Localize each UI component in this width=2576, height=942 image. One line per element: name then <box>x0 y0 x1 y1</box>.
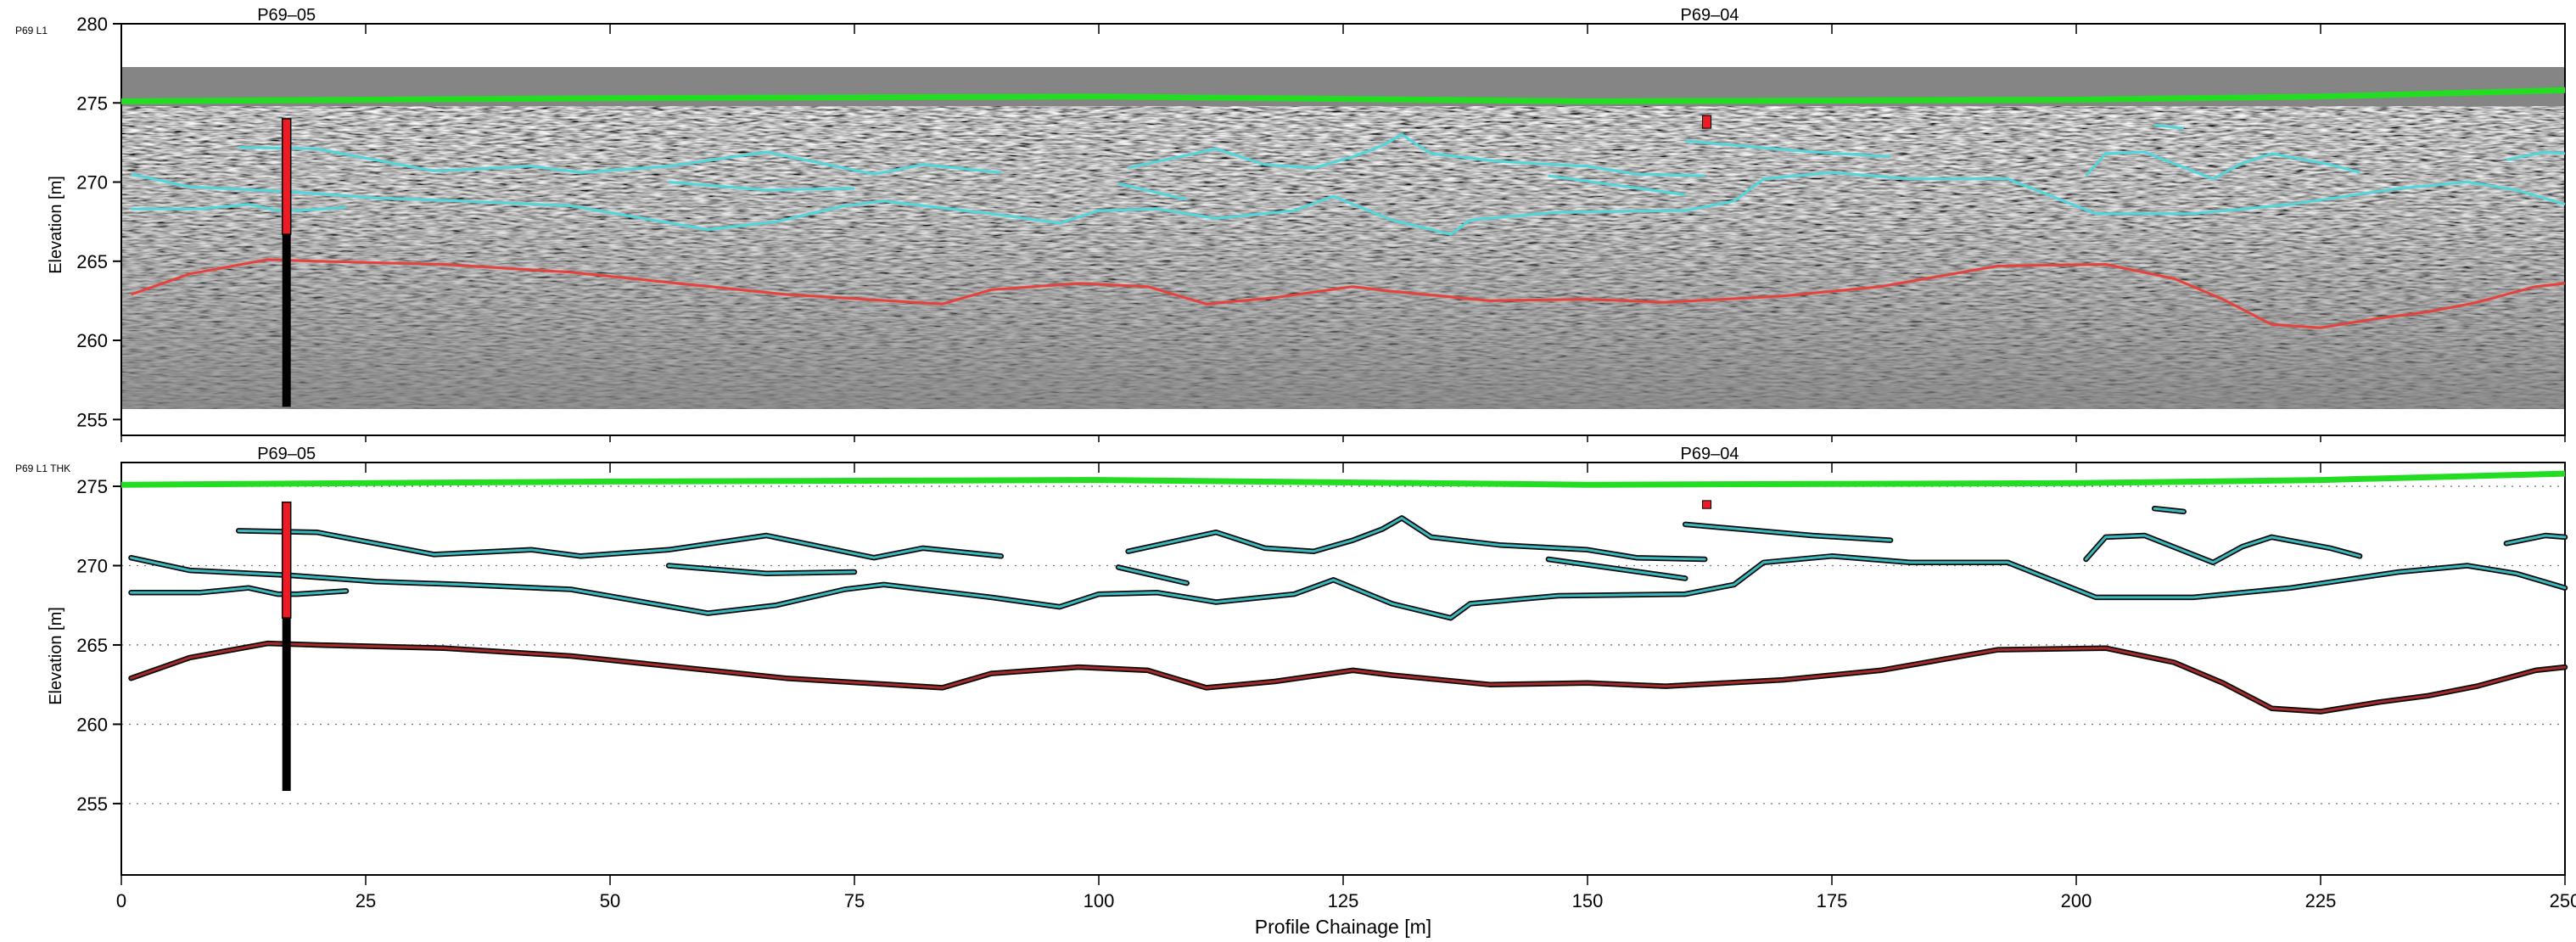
horizon-line <box>1548 174 1686 196</box>
y-tick-label: 270 <box>76 556 108 577</box>
horizon-line <box>237 529 1003 559</box>
y-tick-label: 255 <box>76 793 108 815</box>
borehole-label: P69–04 <box>1681 6 1739 25</box>
horizon-line <box>2506 150 2566 161</box>
x-tick-label: 200 <box>2061 890 2092 911</box>
horizon-line <box>1117 182 1188 201</box>
y-tick-label: 260 <box>76 330 108 351</box>
radargram-fade <box>121 106 2565 409</box>
horizon-line <box>1685 139 1891 159</box>
horizon-line <box>668 181 855 192</box>
horizon-line <box>1683 523 1892 542</box>
borehole-label: P69–05 <box>257 6 316 25</box>
x-tick-label: 50 <box>600 890 620 911</box>
borehole-lower-section <box>282 618 291 791</box>
x-tick-label: 100 <box>1084 890 1115 911</box>
horizon-line <box>131 171 2566 236</box>
x-axis-label: Profile Chainage [m] <box>1255 916 1431 938</box>
radargram-background <box>121 67 2565 409</box>
y-axis-label: Elevation [m] <box>47 607 65 705</box>
y-tick-label: 265 <box>76 251 108 272</box>
horizon-line <box>2153 507 2186 513</box>
x-tick-label: 225 <box>2305 890 2337 911</box>
radargram-air-layer <box>121 67 2565 101</box>
horizon-line <box>2154 123 2184 130</box>
horizon-line <box>130 586 348 596</box>
y-tick-label: 275 <box>76 476 108 497</box>
y-tick-label: 255 <box>76 409 108 430</box>
horizon-line <box>2505 534 2567 545</box>
y-tick-label: 280 <box>76 14 108 35</box>
y-tick-label: 275 <box>76 93 108 114</box>
horizon-line <box>2085 150 2360 181</box>
y-tick-label: 260 <box>76 714 108 735</box>
borehole-marker-box <box>1702 115 1712 129</box>
interpretation-panel: P69 L1 THK Elevation [m] 255 260 265 270 275… <box>15 445 2576 938</box>
horizon-line <box>1127 516 1706 561</box>
horizon-line <box>238 146 1001 176</box>
y-tick-label: 270 <box>76 172 108 193</box>
ground-surface-line <box>120 87 2566 104</box>
y-axis-label: Elevation [m] <box>47 176 65 274</box>
x-tick-label: 250 <box>2550 890 2576 911</box>
radargram-panel: P69 L1 Elevation [m] 255260265270275280 … <box>15 6 2566 442</box>
horizon-line <box>1128 133 1705 177</box>
panel-tag: P69 L1 THK <box>15 463 70 474</box>
x-tick-label: 125 <box>1328 890 1359 911</box>
horizon-line <box>2085 534 2361 564</box>
borehole-upper-section <box>281 118 292 235</box>
horizon-line <box>131 203 347 212</box>
x-tick-label: 175 <box>1817 890 1848 911</box>
horizon-line <box>667 564 856 575</box>
x-tick-label: 75 <box>844 890 865 911</box>
horizon-line <box>130 554 2567 620</box>
y-tick-label: 265 <box>76 635 108 656</box>
plot-frame <box>120 462 2566 876</box>
borehole-marker-box <box>1702 500 1712 509</box>
horizon-line <box>130 642 2567 713</box>
horizon-line <box>1117 565 1189 585</box>
x-tick-label: 150 <box>1572 890 1604 911</box>
horizon-outline <box>128 640 2568 715</box>
horizon-outline <box>1125 515 1708 563</box>
x-tick-label: 25 <box>356 890 376 911</box>
x-tick-label: 0 <box>116 890 126 911</box>
horizon-line <box>131 258 2566 329</box>
borehole-upper-section <box>281 501 292 619</box>
borehole-label: P69–04 <box>1681 445 1739 463</box>
horizon-line <box>1547 558 1687 580</box>
panel-tag: P69 L1 <box>15 25 48 36</box>
borehole-lower-section <box>282 234 291 407</box>
borehole-label: P69–05 <box>257 445 316 463</box>
ground-surface-line <box>120 470 2566 488</box>
